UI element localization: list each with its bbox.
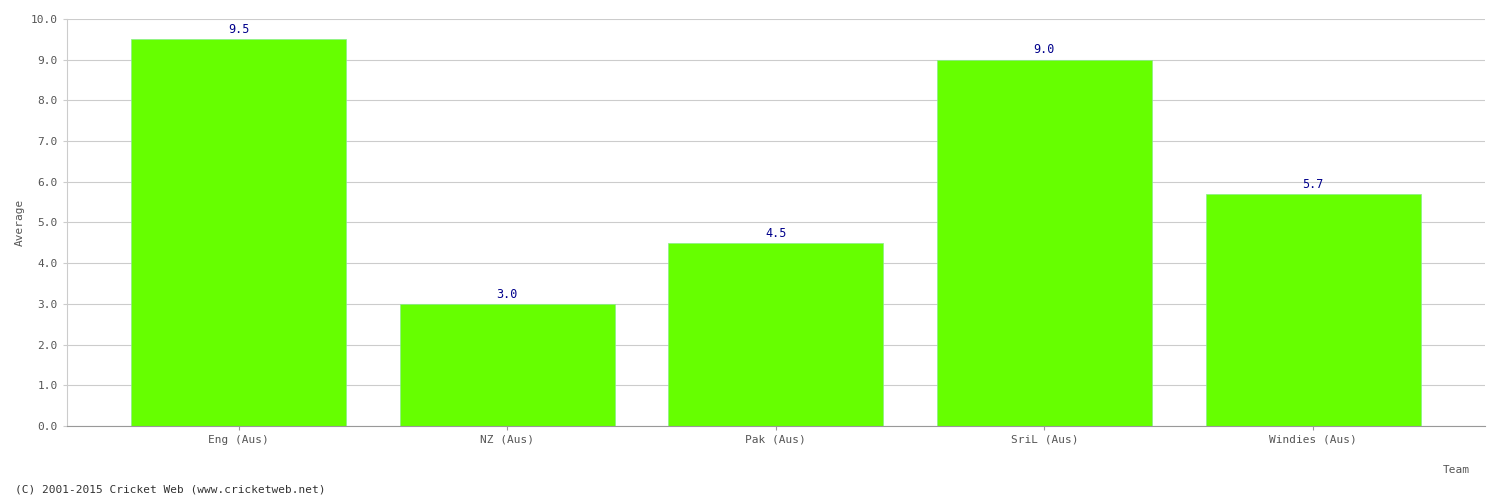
Text: 5.7: 5.7	[1302, 178, 1324, 190]
Text: Team: Team	[1443, 465, 1470, 475]
Text: 9.5: 9.5	[228, 23, 249, 36]
Y-axis label: Average: Average	[15, 199, 26, 246]
Text: 4.5: 4.5	[765, 226, 786, 239]
Bar	[669, 243, 884, 426]
Bar	[1206, 194, 1420, 426]
Text: 9.0: 9.0	[1034, 44, 1054, 57]
Bar	[399, 304, 615, 426]
Text: (C) 2001-2015 Cricket Web (www.cricketweb.net): (C) 2001-2015 Cricket Web (www.cricketwe…	[15, 485, 326, 495]
Bar	[938, 60, 1152, 426]
Bar	[130, 40, 346, 426]
Text: 3.0: 3.0	[496, 288, 517, 300]
